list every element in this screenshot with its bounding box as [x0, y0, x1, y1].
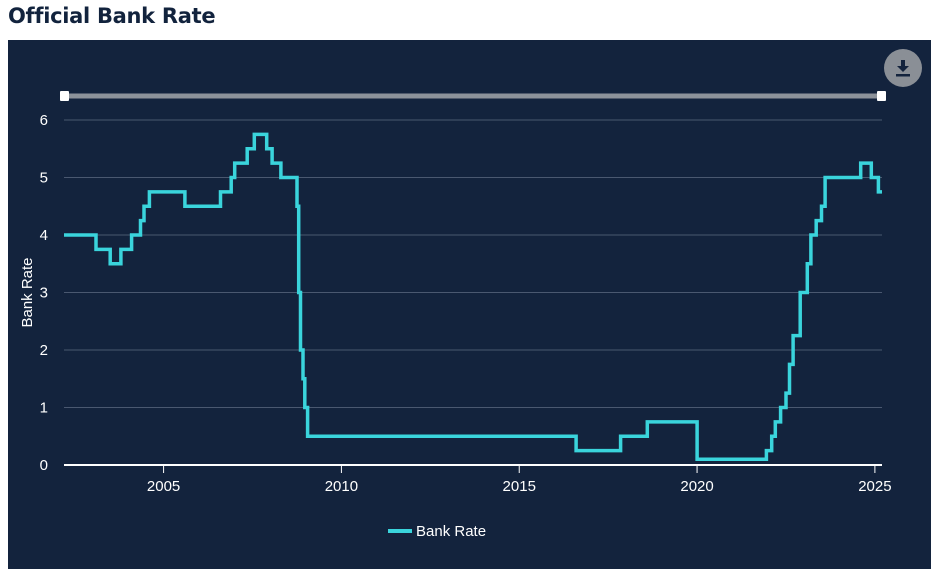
y-tick-label: 5: [40, 170, 48, 187]
gridlines: [64, 119, 882, 408]
y-tick-label: 3: [40, 285, 48, 302]
legend[interactable]: Bank Rate: [388, 523, 486, 540]
download-button[interactable]: [884, 49, 922, 87]
y-tick-label: 0: [40, 457, 48, 474]
navigator-handle-left[interactable]: [60, 91, 69, 101]
download-icon: [896, 60, 910, 77]
series-line-0: [64, 132, 882, 462]
page-title: Official Bank Rate: [8, 4, 216, 28]
y-tick-label: 6: [40, 112, 48, 129]
legend-label[interactable]: Bank Rate: [416, 523, 486, 540]
chart-svg: 0 1 2 3 4 5 6 2005 2010 2015 2020 2025 Bank Rate B…: [19, 91, 892, 540]
navigator-handle-right[interactable]: [877, 91, 886, 101]
series-group: [64, 132, 882, 462]
y-axis-title: Bank Rate: [19, 257, 36, 327]
navigator-slider[interactable]: [60, 91, 886, 101]
y-axis-ticks: 0 1 2 3 4 5 6: [40, 112, 48, 474]
y-tick-label: 1: [40, 400, 48, 417]
x-tick-label: 2005: [147, 478, 180, 495]
x-tick-label: 2015: [503, 478, 536, 495]
y-tick-label: 2: [40, 342, 48, 359]
x-tick-label: 2020: [680, 478, 713, 495]
x-tick-label: 2025: [858, 478, 891, 495]
chart-panel: 0 1 2 3 4 5 6 2005 2010 2015 2020 2025 Bank Rate B…: [8, 40, 931, 569]
y-tick-label: 4: [40, 227, 48, 244]
x-tick-label: 2010: [325, 478, 358, 495]
x-axis-ticks: 2005 2010 2015 2020 2025: [147, 465, 892, 495]
